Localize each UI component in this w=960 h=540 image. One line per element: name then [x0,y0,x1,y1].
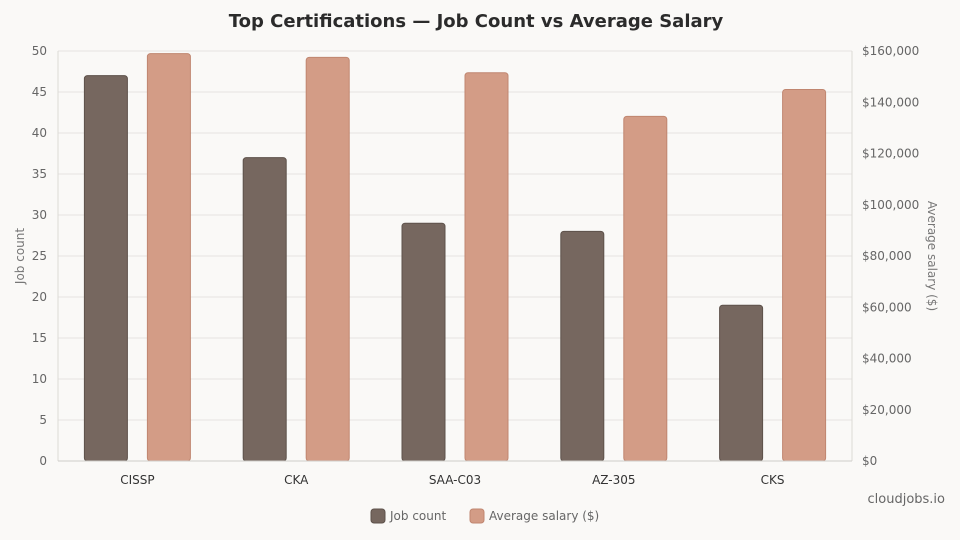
y-axis-label-left: Job count [13,228,27,285]
bar-average-salary [146,53,191,462]
y-tick-label-left: 50 [32,44,47,58]
legend-label: Average salary ($) [489,509,599,523]
legend: Job count Average salary ($) [370,508,599,524]
y-tick-label-left: 40 [32,126,47,140]
y-tick-label-left: 20 [32,290,47,304]
x-tick-label: SAA-C03 [429,473,481,487]
chart-title: Top Certifications — Job Count vs Averag… [229,11,724,32]
y-tick-label-right: $160,000 [862,44,919,58]
bar-job-count [719,304,764,462]
y-tick-label-left: 45 [32,85,47,99]
y-tick-label-right: $40,000 [862,352,912,366]
bar-average-salary [464,72,509,462]
bar-average-salary [782,88,827,462]
bar-average-salary [623,115,668,462]
axes: 0 5 10 15 20 25 30 35 40 45 50 $0 $20,000 $40,000 $60,… [32,44,920,487]
y-tick-label-left: 5 [39,413,47,427]
y-tick-label-right: $60,000 [862,300,912,314]
y-tick-label-left: 30 [32,208,47,222]
bar-job-count [401,222,446,462]
source-watermark: cloudjobs.io [868,492,946,507]
y-tick-label-left: 10 [32,372,47,386]
y-tick-label-right: $120,000 [862,147,919,161]
y-tick-label-left: 0 [39,454,47,468]
y-tick-label-right: $20,000 [862,403,912,417]
bar-job-count [83,75,128,462]
y-tick-label-right: $0 [862,454,877,468]
legend-swatch [370,508,386,524]
bar-job-count [242,157,287,462]
y-tick-label-right: $80,000 [862,249,912,263]
y-tick-label-left: 15 [32,331,47,345]
x-tick-label: AZ-305 [592,473,635,487]
bar-average-salary [305,56,350,462]
y-tick-label-left: 35 [32,167,47,181]
y-axis-label-right: Average salary ($) [925,201,939,311]
x-tick-label: CKA [284,473,309,487]
y-tick-label-right: $100,000 [862,198,919,212]
x-tick-label: CISSP [120,473,154,487]
bars [83,53,827,462]
legend-label: Job count [389,509,446,523]
x-tick-label: CKS [761,473,785,487]
y-tick-label-left: 25 [32,249,47,263]
legend-swatch [469,508,485,524]
y-tick-label-right: $140,000 [862,95,919,109]
bar-job-count [560,230,605,462]
